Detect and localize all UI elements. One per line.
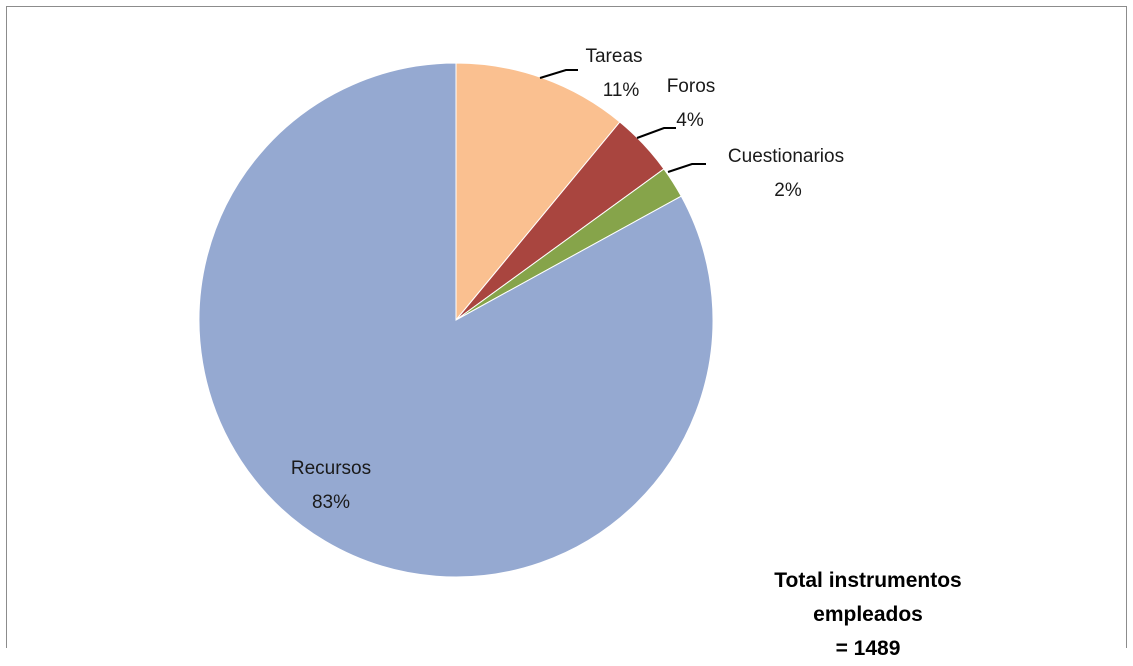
pie-slice-recursos — [198, 62, 714, 578]
slice-label-foros: Foros — [667, 76, 716, 97]
pie-slice-tareas — [455, 62, 621, 322]
slice-percent-recursos: 83% — [312, 492, 350, 513]
total-annotation-line-2: empleados — [813, 603, 923, 626]
leader-line-cuestionarios — [667, 163, 706, 173]
leader-line-foros — [636, 127, 676, 139]
slice-percent-tareas: 11% — [603, 80, 640, 101]
slice-label-cuestionarios: Cuestionarios — [728, 146, 844, 167]
total-annotation: Total instrumentos empleados = 1489 — [748, 564, 988, 666]
total-annotation-line-1: Total instrumentos — [774, 569, 962, 592]
pie-chart: Tareas 11% Foros 4% Cuestionarios 2% Recursos 8… — [198, 46, 844, 578]
slice-label-tareas: Tareas — [585, 46, 642, 67]
leader-line-tareas — [539, 69, 578, 79]
slice-label-recursos: Recursos — [291, 458, 371, 479]
slice-percent-cuestionarios: 2% — [774, 180, 802, 201]
total-annotation-line-3: = 1489 — [835, 637, 901, 660]
slice-percent-foros: 4% — [676, 110, 704, 131]
